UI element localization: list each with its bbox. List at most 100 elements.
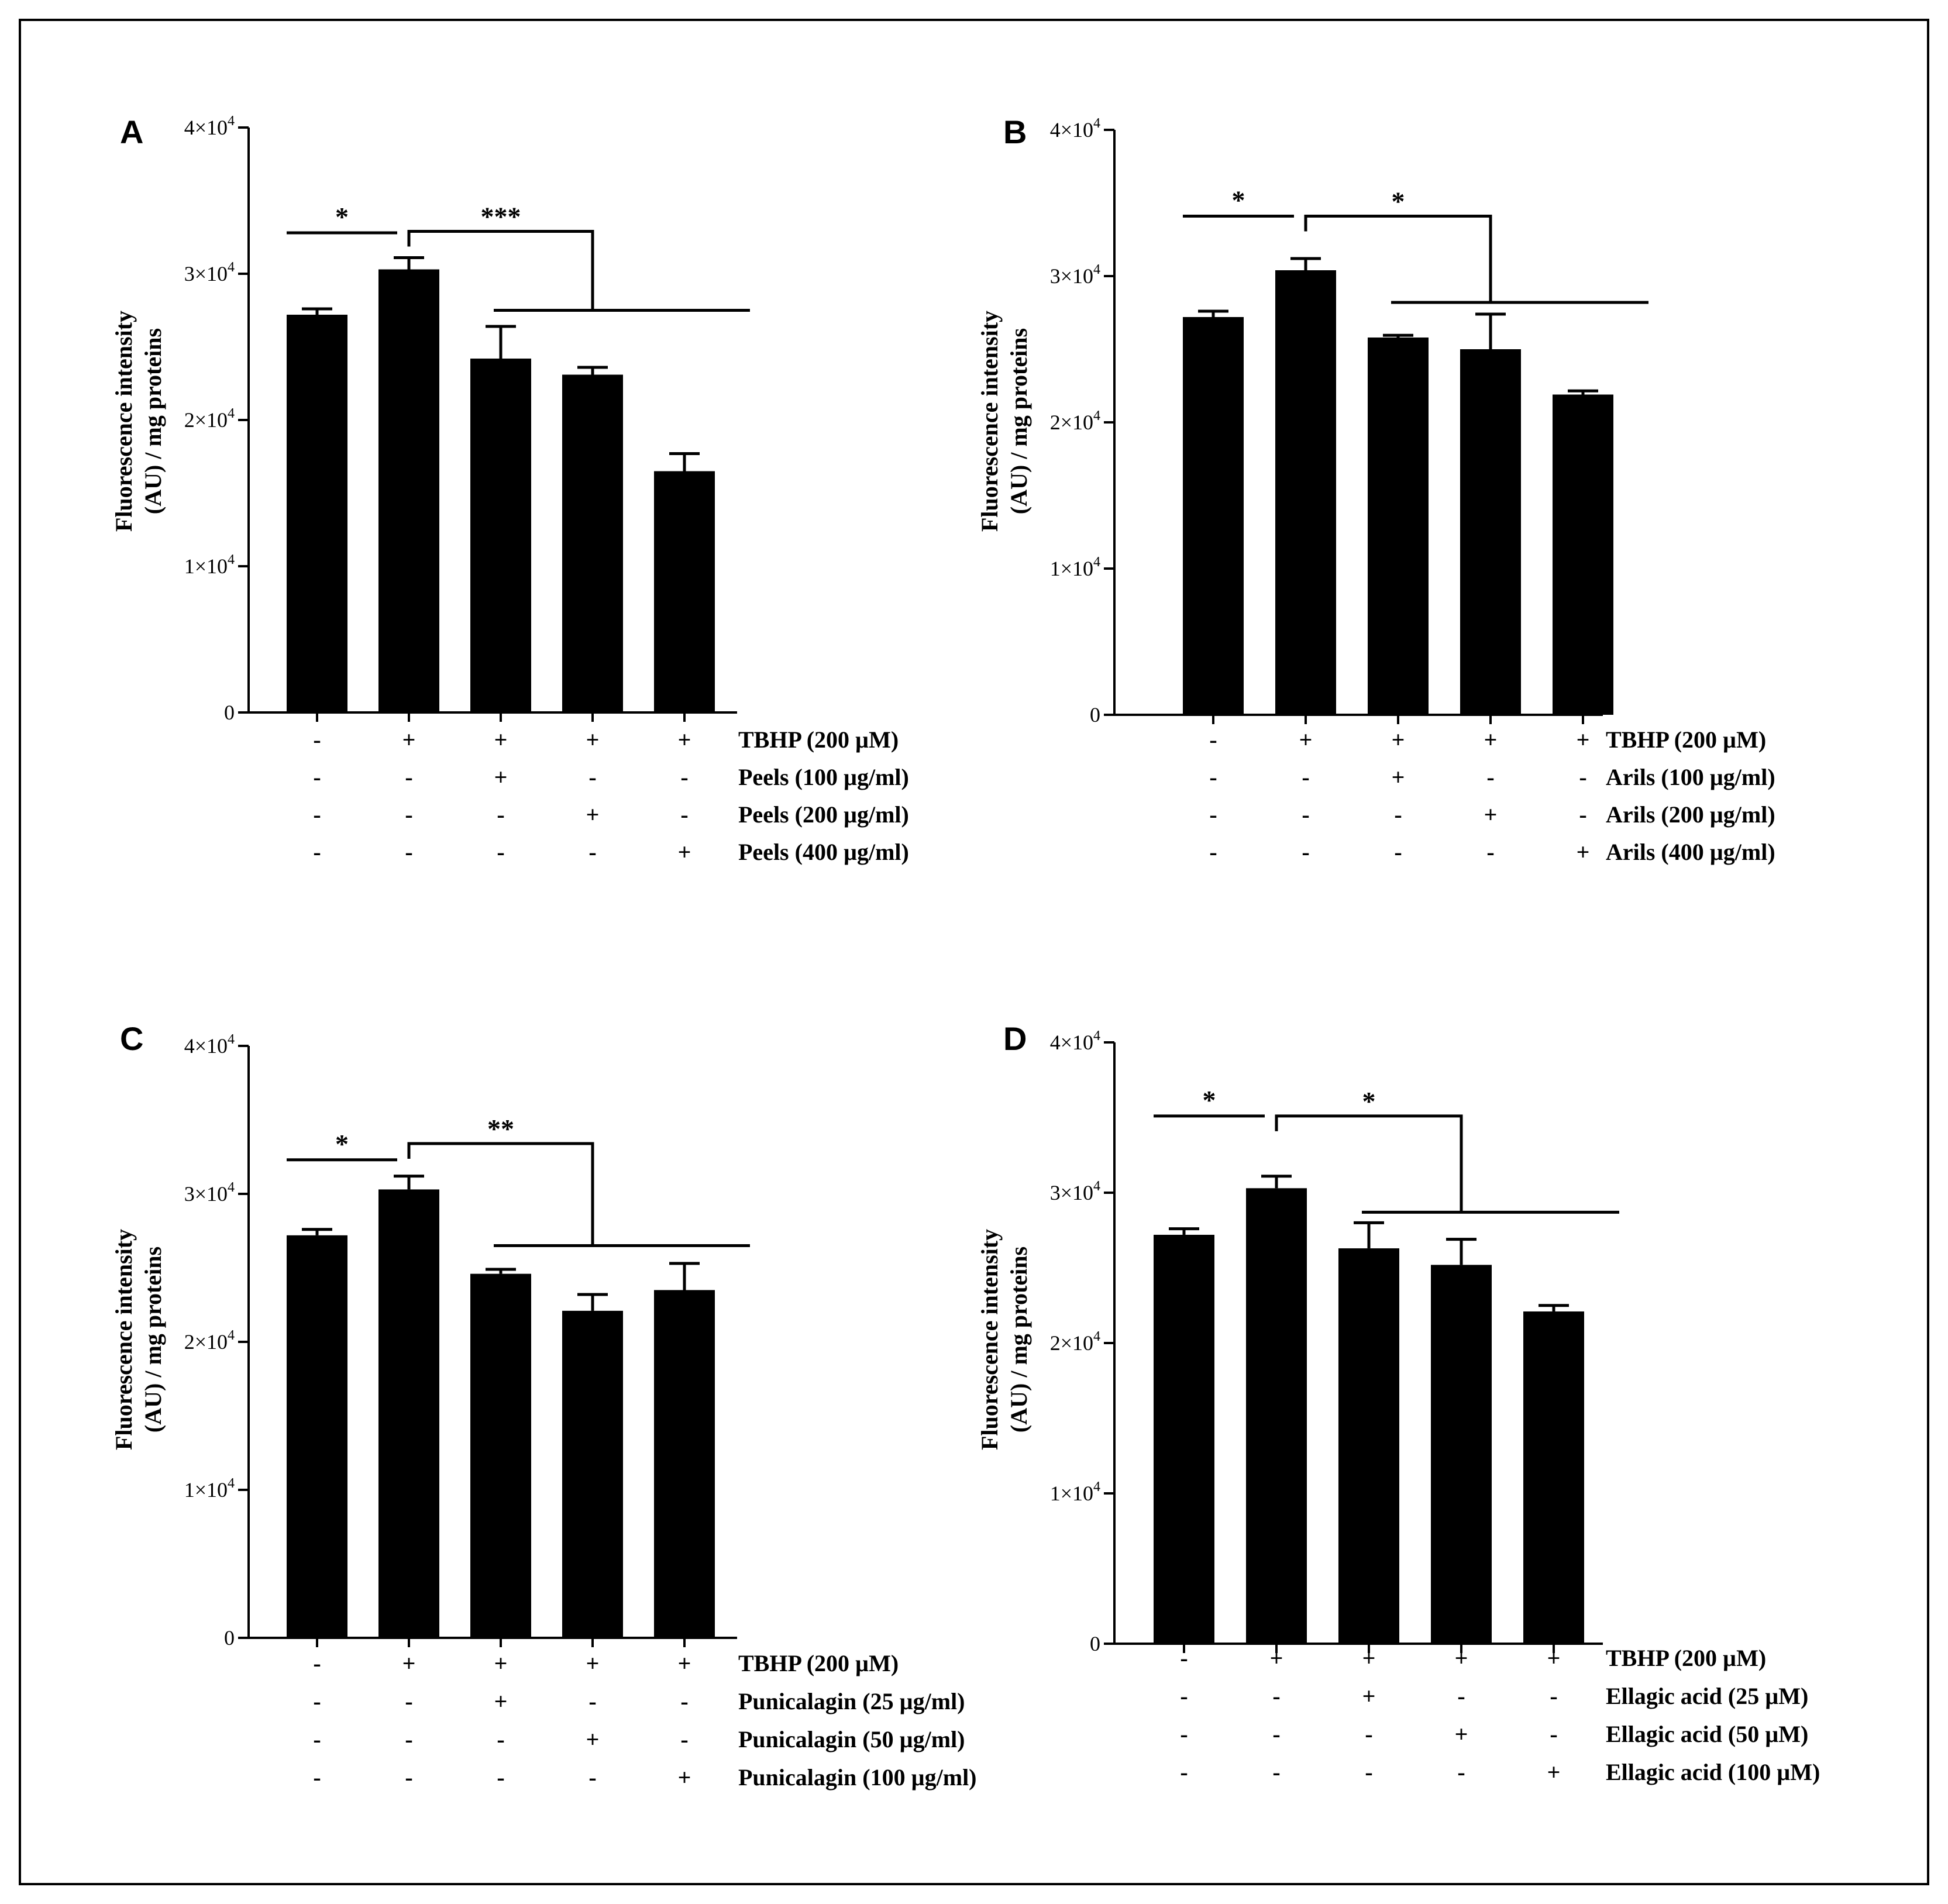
condition-sign: + [494,764,508,790]
significance-stars: * [1232,185,1245,215]
bar [1553,394,1613,715]
y-tick-label: 3×104 [1050,262,1100,288]
condition-label: TBHP (200 µM) [738,727,899,753]
condition-label: Arils (400 µg/ml) [1606,839,1775,865]
condition-sign: + [1577,839,1590,865]
condition-sign: - [313,1764,321,1791]
bar [378,1189,439,1638]
condition-sign: - [588,1688,596,1714]
condition-sign: - [1302,764,1309,790]
significance-stars: * [1362,1086,1376,1116]
condition-sign: + [1362,1645,1376,1671]
condition-sign: - [405,839,412,865]
condition-sign: + [1392,764,1405,790]
y-tick-label: 4×104 [184,1032,235,1058]
significance-bracket [1304,215,1492,302]
condition-sign: - [1457,1683,1465,1709]
condition-label: Arils (100 µg/ml) [1606,764,1775,790]
condition-sign: + [586,801,600,828]
condition-sign: + [1362,1683,1376,1709]
significance-bracket [407,230,594,311]
y-tick-label: 3×104 [184,1180,235,1206]
condition-sign: + [678,839,691,865]
condition-sign: - [405,801,412,828]
condition-sign: - [1550,1683,1557,1709]
significance-bracket [407,1142,594,1246]
condition-sign: - [1302,839,1309,865]
bar [1523,1311,1584,1644]
condition-label: Peels (200 µg/ml) [738,801,909,828]
condition-label: Arils (200 µg/ml) [1606,801,1775,828]
condition-sign: + [1484,727,1498,753]
bar [654,471,715,712]
y-tick-label: 4×104 [1050,116,1100,142]
y-tick-label: 0 [224,701,235,724]
y-tick-label: 0 [1090,703,1100,727]
condition-sign: - [1486,764,1494,790]
condition-sign: - [313,839,321,865]
condition-sign: - [1180,1759,1188,1785]
condition-sign: - [1365,1721,1372,1747]
condition-label: Punicalagin (25 µg/ml) [738,1688,965,1714]
bar [562,1310,623,1638]
condition-sign: - [405,1726,412,1752]
significance-stars: *** [481,202,521,232]
bar [287,315,347,712]
condition-sign: - [1394,801,1402,828]
bar [654,1290,715,1638]
condition-sign: - [497,1764,504,1791]
condition-label: Peels (400 µg/ml) [738,839,909,865]
condition-sign: + [1577,727,1590,753]
condition-label: TBHP (200 µM) [1606,1645,1766,1671]
panel-letter: A [120,113,143,150]
bar [470,1273,531,1638]
y-tick-label: 3×104 [184,260,235,285]
condition-sign: + [586,1726,600,1752]
panel-letter: C [120,1020,143,1057]
condition-sign: - [497,1726,504,1752]
y-tick-label: 1×104 [1050,1479,1100,1505]
condition-sign: - [313,727,321,753]
condition-sign: + [402,727,416,753]
condition-sign: + [1270,1645,1283,1671]
y-axis-label: (AU) / mg proteins [1006,1247,1032,1433]
significance-stars: ** [487,1114,514,1144]
y-axis-label: (AU) / mg proteins [140,328,166,514]
condition-sign: - [680,764,688,790]
y-tick-label: 0 [1090,1632,1100,1655]
condition-sign: + [1547,1645,1561,1671]
condition-sign: - [1486,839,1494,865]
condition-sign: - [313,1650,321,1676]
bar [1338,1248,1399,1644]
bar [1183,317,1244,715]
condition-sign: + [586,1650,600,1676]
condition-label: Ellagic acid (25 µM) [1606,1683,1808,1709]
condition-sign: + [586,727,600,753]
condition-sign: - [680,801,688,828]
y-tick-label: 2×104 [1050,408,1100,434]
condition-sign: - [1365,1759,1372,1785]
condition-sign: + [1455,1645,1468,1671]
condition-sign: + [1299,727,1313,753]
condition-label: Ellagic acid (100 µM) [1606,1759,1820,1785]
condition-sign: - [1180,1683,1188,1709]
condition-sign: - [588,764,596,790]
condition-sign: - [1209,839,1217,865]
bar [1275,270,1336,715]
figure-border [19,19,1929,1885]
condition-sign: - [1302,801,1309,828]
y-axis-label: Fluorescence intensity [976,311,1003,532]
y-axis-label: Fluorescence intensity [111,311,137,532]
condition-sign: - [497,801,504,828]
condition-sign: + [494,727,508,753]
condition-sign: - [680,1688,688,1714]
y-tick-label: 0 [224,1626,235,1650]
significance-stars: * [335,202,349,232]
condition-sign: - [1457,1759,1465,1785]
condition-sign: + [1455,1721,1468,1747]
condition-label: Punicalagin (50 µg/ml) [738,1726,965,1752]
bar [1154,1234,1214,1644]
condition-label: Peels (100 µg/ml) [738,764,909,790]
y-tick-label: 4×104 [1050,1028,1100,1054]
